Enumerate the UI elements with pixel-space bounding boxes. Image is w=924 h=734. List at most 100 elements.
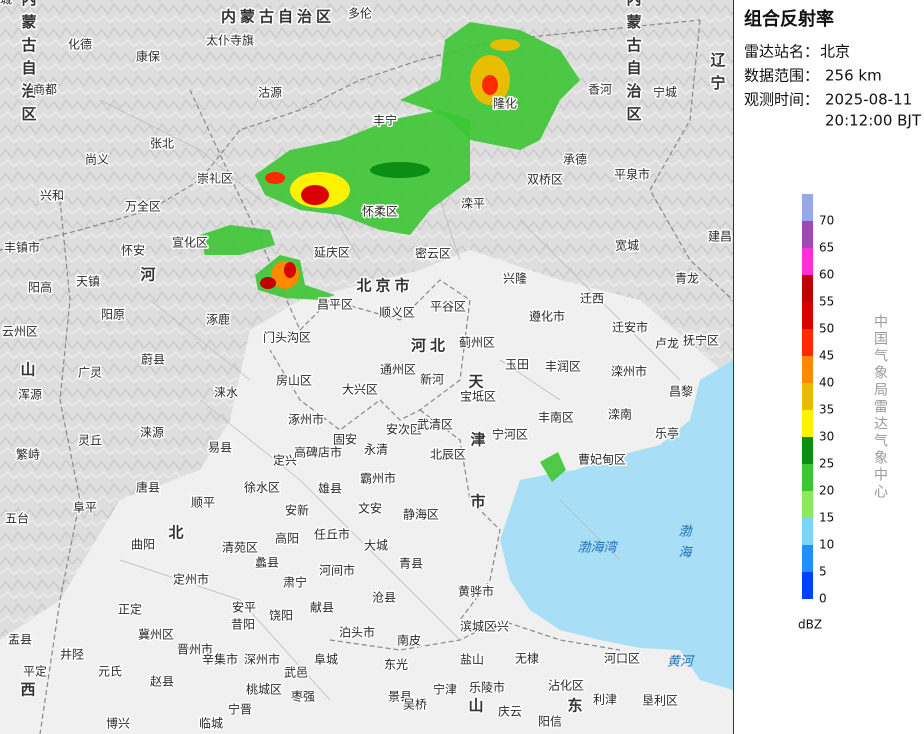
legend-tick-label: 0	[819, 592, 827, 606]
place-label: 内蒙古自治区	[625, 0, 643, 129]
place-label: 商都	[33, 82, 57, 97]
place-label: 盐山	[460, 653, 484, 667]
place-label: 东	[567, 697, 586, 715]
place-label: 涞源	[140, 426, 164, 440]
place-label: 太仆寺旗	[206, 33, 254, 48]
legend-tick-label: 50	[819, 322, 834, 336]
place-label: 任丘市	[314, 527, 350, 542]
legend-tick-label: 45	[819, 349, 834, 363]
place-label: 泊头市	[339, 625, 375, 640]
place-label: 宽城	[615, 238, 639, 253]
place-label: 黄河	[667, 655, 696, 670]
time: 20:12:00 BJT	[825, 112, 922, 130]
place-label: 河北	[411, 337, 449, 355]
place-label: 康保	[136, 49, 160, 64]
legend-tick-label: 5	[819, 565, 827, 579]
place-label: 迁安市	[612, 320, 648, 335]
place-label: 阜城	[314, 653, 338, 667]
place-label: 河	[140, 266, 159, 284]
place-label: 海兴	[485, 619, 509, 634]
place-label: 迁西	[580, 292, 604, 306]
legend-tick-label: 25	[819, 457, 834, 471]
place-label: 内蒙古自治区	[20, 0, 38, 129]
legend-tick-label: 35	[819, 403, 834, 417]
place-label: 宣化区	[172, 235, 208, 250]
place-label: 文安	[358, 501, 382, 516]
place-label: 易县	[208, 441, 232, 455]
place-label: 阜平	[73, 501, 97, 515]
legend-tick-label: 10	[819, 538, 834, 552]
legend-swatch	[802, 275, 813, 302]
place-label: 乐陵市	[469, 680, 505, 695]
place-label: 尚义	[85, 153, 109, 167]
place-label: 崇礼区	[197, 171, 233, 186]
place-label: 景县	[388, 690, 412, 704]
place-label: 遵化市	[529, 309, 565, 324]
place-label: 永清	[364, 443, 388, 457]
place-label: 大兴区	[342, 383, 378, 397]
place-label: 阳信	[538, 715, 562, 729]
place-label: 多伦	[348, 6, 372, 21]
legend-tick-label: 65	[819, 241, 834, 255]
place-label: 青县	[399, 557, 423, 571]
place-label: 乐亭	[655, 426, 679, 441]
place-label: 云州区	[2, 325, 38, 339]
place-label: 涿州市	[288, 412, 324, 427]
place-label: 西	[20, 681, 39, 699]
legend-swatch	[802, 437, 813, 464]
legend-swatch	[802, 572, 813, 599]
place-label: 门头沟区	[263, 330, 311, 345]
place-label: 饶阳	[269, 609, 293, 623]
place-label: 吴桥	[403, 698, 427, 712]
place-label: 山	[20, 361, 39, 379]
place-label: 肃宁	[283, 575, 307, 590]
place-label: 定兴	[273, 453, 297, 468]
place-label: 宁城	[653, 85, 677, 100]
place-label: 辽宁	[709, 52, 727, 98]
place-label: 安平	[232, 600, 256, 615]
province-border	[189, 89, 471, 431]
place-label: 宁城	[0, 0, 12, 7]
legend-tick-label: 30	[819, 430, 834, 444]
place-label: 河间市	[319, 563, 355, 578]
place-label: 昔阳	[231, 618, 255, 632]
place-label: 清苑区	[222, 541, 258, 555]
place-label: 安次区	[386, 422, 422, 437]
place-label: 平定	[23, 664, 47, 679]
place-label: 固安	[333, 432, 357, 447]
place-label: 大城	[364, 539, 388, 553]
place-label: 滦平	[461, 196, 485, 211]
place-label: 沽源	[258, 86, 282, 100]
place-label: 盂县	[8, 633, 32, 647]
place-label: 武清区	[417, 418, 453, 432]
info-panel: 组合反射率 雷达站名： 北京 数据范围： 256 km 观测时间： 2025-0…	[744, 8, 922, 632]
legend-swatch	[802, 410, 813, 437]
place-label: 滦南	[608, 407, 632, 422]
province-border	[329, 619, 621, 651]
place-label: 山	[468, 697, 487, 715]
place-label: 昌平区	[317, 298, 353, 312]
place-label: 南皮	[397, 633, 421, 648]
place-label: 北	[168, 524, 187, 542]
place-label: 天镇	[76, 275, 100, 289]
place-label: 冀州区	[138, 628, 174, 642]
legend-swatch	[802, 329, 813, 356]
place-label: 化德	[68, 37, 92, 52]
place-label: 丰润区	[545, 360, 581, 374]
place-label: 丰宁	[373, 113, 397, 128]
place-label: 丰南区	[538, 410, 574, 425]
place-label: 宝坻区	[460, 389, 496, 404]
place-label: 桃城区	[246, 682, 282, 697]
place-label: 昌黎	[669, 385, 693, 399]
place-label: 渤海	[676, 524, 692, 566]
place-label: 怀安	[121, 243, 145, 258]
place-label: 滦州市	[611, 364, 647, 379]
place-label: 赵县	[150, 675, 174, 689]
legend-tick-label: 70	[819, 214, 834, 228]
place-label: 阳高	[28, 280, 52, 295]
place-label: 献县	[310, 600, 334, 615]
legend-swatch	[802, 356, 813, 383]
legend-tick-label: 20	[819, 484, 834, 498]
place-label: 滨城区	[460, 619, 496, 634]
